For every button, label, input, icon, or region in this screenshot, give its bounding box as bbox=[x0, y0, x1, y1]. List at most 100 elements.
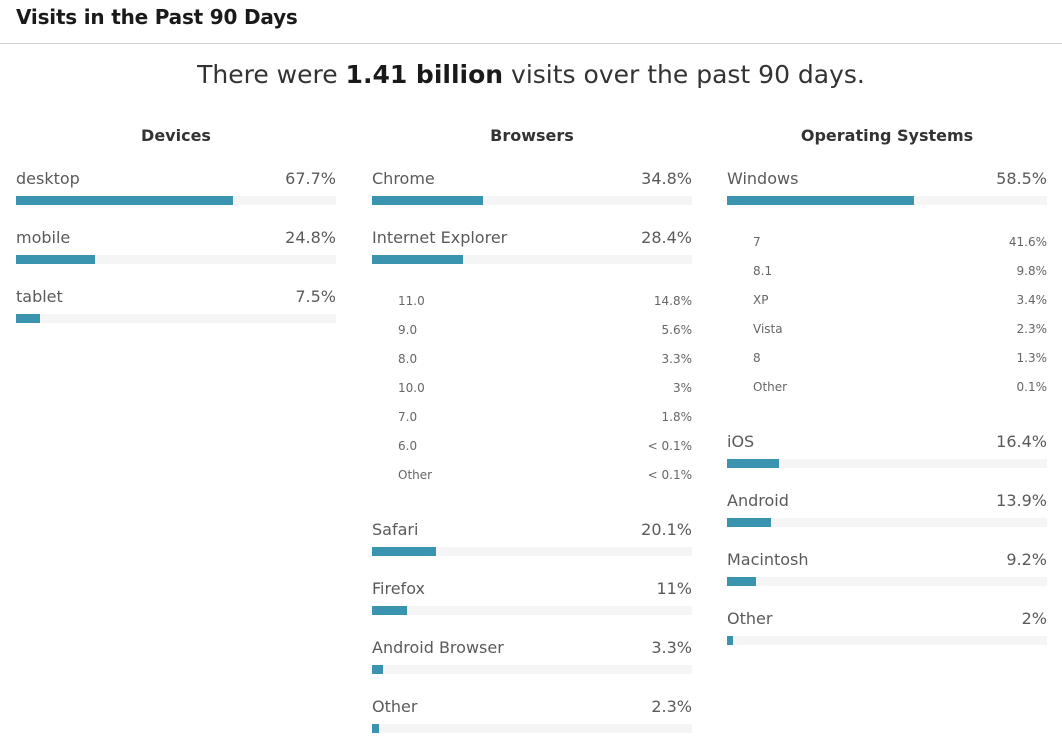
sub-value: 3.3% bbox=[661, 352, 693, 366]
stat-value: 2% bbox=[1021, 609, 1047, 628]
bar-track bbox=[372, 547, 692, 556]
stat-value: 28.4% bbox=[641, 228, 692, 247]
bar-fill-browsers-chrome bbox=[372, 196, 484, 205]
stat-value: 20.1% bbox=[641, 520, 692, 539]
sub-item-operating-systems-windows-xp: XP 3.4% bbox=[727, 293, 1047, 322]
stat-item-devices-mobile: mobile 24.8% bbox=[16, 228, 336, 287]
sub-value: 1.8% bbox=[661, 410, 693, 424]
stat-item-devices-desktop: desktop 67.7% bbox=[16, 169, 336, 228]
bar-track bbox=[16, 314, 336, 323]
bar-track bbox=[372, 724, 692, 733]
sub-value: < 0.1% bbox=[647, 468, 692, 482]
sub-value: 0.1% bbox=[1016, 380, 1048, 394]
sub-label: 6.0 bbox=[398, 439, 418, 453]
page-header: Visits in the Past 90 Days bbox=[0, 0, 1062, 44]
sub-value: 9.8% bbox=[1016, 264, 1048, 278]
browsers-column: Browsers Chrome 34.8% Internet Explorer 28.… bbox=[372, 126, 692, 733]
bar-track bbox=[16, 255, 336, 264]
stat-item-browsers-other: Other 2.3% bbox=[372, 697, 692, 756]
bar-fill-devices-desktop bbox=[16, 196, 233, 205]
bar-track bbox=[372, 196, 692, 205]
sub-item-browsers-internet-explorer-other: Other < 0.1% bbox=[372, 468, 692, 497]
bar-fill-browsers-other bbox=[372, 724, 380, 733]
stat-label: tablet bbox=[16, 287, 63, 306]
bar-fill-operating-systems-other bbox=[727, 636, 734, 645]
bar-fill-operating-systems-macintosh bbox=[727, 577, 757, 586]
summary-prefix: There were bbox=[197, 60, 346, 89]
sub-label: 7.0 bbox=[398, 410, 418, 424]
sub-item-browsers-internet-explorer-11-0: 11.0 14.8% bbox=[372, 294, 692, 323]
bar-track bbox=[372, 606, 692, 615]
sub-label: 7 bbox=[753, 235, 761, 249]
stat-label: Other bbox=[372, 697, 418, 716]
stat-value: 34.8% bbox=[641, 169, 692, 188]
sub-value: 2.3% bbox=[1016, 322, 1048, 336]
bar-track bbox=[727, 196, 1047, 205]
stat-value: 13.9% bbox=[996, 491, 1047, 510]
sub-label: XP bbox=[753, 293, 769, 307]
stat-value: 7.5% bbox=[295, 287, 336, 306]
bar-fill-browsers-android-browser bbox=[372, 665, 383, 674]
stat-label: iOS bbox=[727, 432, 755, 451]
stat-value: 2.3% bbox=[651, 697, 692, 716]
operating-systems-list: Windows 58.5% 7 41.6% 8.1 9.8% XP 3.4% Vista 2.3%… bbox=[727, 169, 1047, 668]
bar-fill-browsers-firefox bbox=[372, 606, 408, 615]
stat-value: 67.7% bbox=[285, 169, 336, 188]
bar-track bbox=[727, 636, 1047, 645]
sub-label: 8.1 bbox=[753, 264, 773, 278]
sub-item-browsers-internet-explorer-8-0: 8.0 3.3% bbox=[372, 352, 692, 381]
stat-label: Other bbox=[727, 609, 773, 628]
stat-item-browsers-safari: Safari 20.1% bbox=[372, 520, 692, 579]
summary-suffix: visits over the past 90 days. bbox=[503, 60, 865, 89]
stat-item-operating-systems-other: Other 2% bbox=[727, 609, 1047, 668]
sub-label: 10.0 bbox=[398, 381, 425, 395]
stat-item-browsers-chrome: Chrome 34.8% bbox=[372, 169, 692, 228]
bar-track bbox=[372, 255, 692, 264]
sub-value: 41.6% bbox=[1008, 235, 1047, 249]
stat-label: Chrome bbox=[372, 169, 435, 188]
sub-label: 11.0 bbox=[398, 294, 425, 308]
column-title-operating-systems: Operating Systems bbox=[800, 126, 974, 145]
stat-label: Firefox bbox=[372, 579, 425, 598]
stat-label: desktop bbox=[16, 169, 80, 188]
stat-label: mobile bbox=[16, 228, 71, 247]
stat-label: Android bbox=[727, 491, 789, 510]
bar-track bbox=[727, 518, 1047, 527]
bar-fill-operating-systems-android bbox=[727, 518, 772, 527]
stat-item-browsers-firefox: Firefox 11% bbox=[372, 579, 692, 638]
stat-value: 16.4% bbox=[996, 432, 1047, 451]
stat-value: 11% bbox=[656, 579, 692, 598]
stat-label: Internet Explorer bbox=[372, 228, 508, 247]
devices-column: Devices desktop 67.7% mobile 24.8% tablet 7.5… bbox=[16, 126, 336, 323]
sub-value: 3.4% bbox=[1016, 293, 1048, 307]
sub-value: 14.8% bbox=[653, 294, 692, 308]
sub-label: Other bbox=[753, 380, 788, 394]
summary-total-visits: 1.41 billion bbox=[345, 60, 504, 89]
sub-label: Vista bbox=[753, 322, 783, 336]
stat-value: 3.3% bbox=[651, 638, 692, 657]
bar-fill-operating-systems-ios bbox=[727, 459, 780, 468]
sub-label: Other bbox=[398, 468, 433, 482]
sub-item-operating-systems-windows-vista: Vista 2.3% bbox=[727, 322, 1047, 351]
stat-item-devices-tablet: tablet 7.5% bbox=[16, 287, 336, 346]
sub-list-browsers-internet-explorer: 11.0 14.8% 9.0 5.6% 8.0 3.3% 10.0 3% 7.0 1.8% 6.0 <… bbox=[372, 287, 692, 520]
sub-item-browsers-internet-explorer-6-0: 6.0 < 0.1% bbox=[372, 439, 692, 468]
bar-fill-browsers-safari bbox=[372, 547, 437, 556]
sub-value: < 0.1% bbox=[647, 439, 692, 453]
sub-label: 9.0 bbox=[398, 323, 418, 337]
stat-label: Android Browser bbox=[372, 638, 504, 657]
bar-fill-browsers-internet-explorer bbox=[372, 255, 463, 264]
bar-track bbox=[727, 577, 1047, 586]
page-title: Visits in the Past 90 Days bbox=[16, 5, 298, 29]
operating-systems-column: Operating Systems Windows 58.5% 7 41.6% 8.1 9… bbox=[727, 126, 1047, 645]
stat-item-operating-systems-macintosh: Macintosh 9.2% bbox=[727, 550, 1047, 609]
bar-track bbox=[372, 665, 692, 674]
stat-value: 58.5% bbox=[996, 169, 1047, 188]
sub-value: 5.6% bbox=[661, 323, 693, 337]
stat-value: 9.2% bbox=[1006, 550, 1047, 569]
stat-item-browsers-internet-explorer: Internet Explorer 28.4% bbox=[372, 228, 692, 287]
sub-item-browsers-internet-explorer-9-0: 9.0 5.6% bbox=[372, 323, 692, 352]
devices-list: desktop 67.7% mobile 24.8% tablet 7.5% bbox=[16, 169, 336, 346]
sub-label: 8.0 bbox=[398, 352, 418, 366]
stat-label: Safari bbox=[372, 520, 419, 539]
